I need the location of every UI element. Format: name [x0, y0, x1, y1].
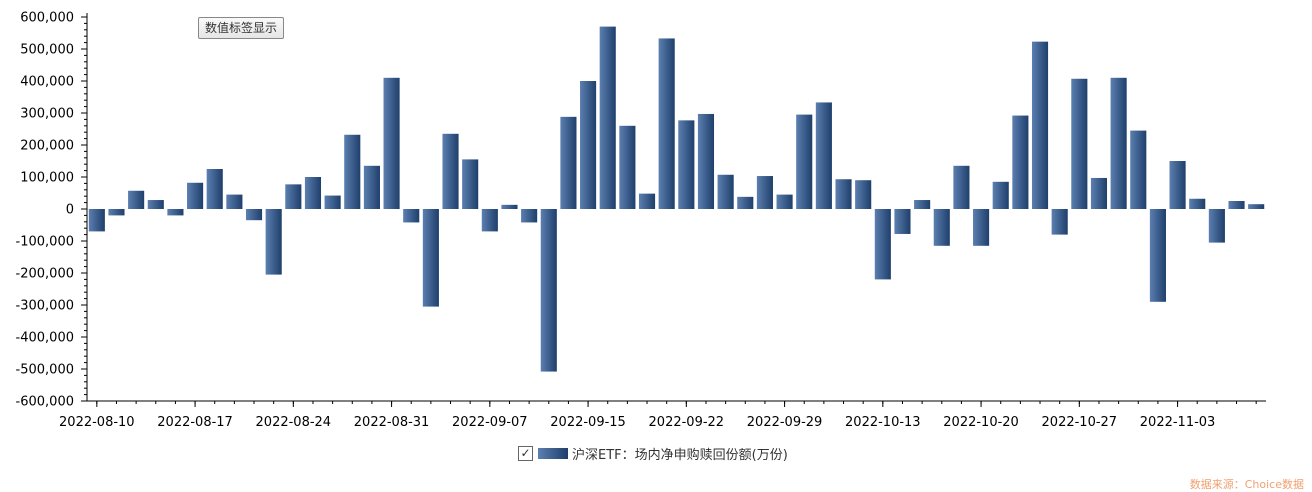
bar[interactable]	[187, 182, 204, 209]
y-tick-label: -100,000	[16, 235, 74, 250]
bar[interactable]	[796, 114, 813, 209]
bar[interactable]	[442, 133, 459, 209]
bar[interactable]	[167, 209, 184, 216]
x-tick-label: 2022-09-29	[747, 415, 823, 430]
y-tick-label: 100,000	[20, 171, 74, 186]
bar[interactable]	[638, 193, 656, 209]
bar[interactable]	[776, 194, 793, 209]
bar[interactable]	[678, 120, 695, 209]
bar[interactable]	[383, 77, 400, 209]
y-tick-label: 500,000	[20, 43, 74, 58]
bar[interactable]	[1189, 198, 1206, 209]
bar[interactable]	[324, 195, 341, 209]
bar[interactable]	[285, 184, 302, 209]
bar[interactable]	[1208, 209, 1225, 243]
bar[interactable]	[128, 190, 145, 209]
legend-series-label: 沪深ETF：场内净申购赎回份额(万份)	[572, 447, 788, 463]
bar[interactable]	[1090, 177, 1108, 209]
bar[interactable]	[815, 102, 832, 209]
x-tick-label: 2022-08-10	[59, 415, 135, 430]
bar[interactable]	[756, 176, 773, 209]
bar[interactable]	[973, 209, 990, 246]
bar[interactable]	[1248, 204, 1265, 209]
bar[interactable]	[914, 200, 931, 209]
y-tick-label: -600,000	[16, 395, 74, 410]
bar[interactable]	[1169, 161, 1186, 209]
bar[interactable]	[226, 194, 243, 209]
y-tick-label: 200,000	[20, 139, 74, 154]
x-tick-label: 2022-11-03	[1140, 415, 1216, 430]
bar[interactable]	[521, 209, 538, 223]
bar[interactable]	[88, 209, 105, 232]
bar[interactable]	[658, 38, 675, 209]
bar[interactable]	[933, 209, 950, 246]
legend[interactable]: ✓ 沪深ETF：场内净申购赎回份额(万份)	[518, 443, 788, 463]
bar[interactable]	[108, 209, 125, 216]
bar[interactable]	[1031, 41, 1049, 209]
bar[interactable]	[1110, 77, 1127, 209]
bar[interactable]	[1130, 130, 1147, 209]
x-tick-label: 2022-08-24	[256, 415, 332, 430]
y-tick-label: -200,000	[16, 267, 74, 282]
bar[interactable]	[992, 181, 1009, 209]
legend-swatch	[538, 447, 568, 459]
bar[interactable]	[894, 209, 911, 234]
y-tick-label: -500,000	[16, 363, 74, 378]
bar[interactable]	[462, 159, 479, 209]
bar[interactable]	[874, 209, 891, 280]
bar[interactable]	[835, 179, 852, 209]
x-tick-label: 2022-08-31	[354, 415, 430, 430]
y-tick-label: 400,000	[20, 75, 74, 90]
legend-checkbox-icon[interactable]: ✓	[518, 445, 533, 461]
bar[interactable]	[344, 134, 361, 209]
bar[interactable]	[147, 200, 164, 209]
bar[interactable]	[206, 169, 223, 209]
bar[interactable]	[1228, 201, 1245, 209]
bar[interactable]	[1149, 209, 1166, 302]
x-tick-label: 2022-10-27	[1042, 415, 1118, 430]
y-tick-label: 0	[66, 203, 74, 218]
bar[interactable]	[697, 113, 715, 209]
bar[interactable]	[245, 209, 263, 221]
bar[interactable]	[265, 209, 282, 275]
x-tick-label: 2022-09-07	[452, 415, 528, 430]
y-tick-label: 300,000	[20, 107, 74, 122]
bar[interactable]	[717, 174, 734, 209]
data-source-label: 数据来源：Choice数据	[1189, 478, 1304, 491]
bar[interactable]	[737, 196, 754, 209]
x-tick-label: 2022-08-17	[157, 415, 233, 430]
y-tick-label: -300,000	[16, 299, 74, 314]
x-tick-label: 2022-09-15	[550, 415, 626, 430]
bar[interactable]	[363, 165, 380, 209]
bar-series	[88, 26, 1265, 372]
x-tick-label: 2022-09-22	[649, 415, 725, 430]
x-axis: 2022-08-10 2022-08-17 2022-08-24 2022-08-31…	[59, 400, 1266, 430]
bar[interactable]	[953, 165, 970, 209]
bar[interactable]	[1071, 78, 1088, 209]
bar[interactable]	[599, 26, 616, 209]
y-axis: -600,000 -500,000 -400,000 -300,000 -200,000…	[16, 11, 88, 410]
bar[interactable]	[619, 125, 636, 209]
bar[interactable]	[403, 209, 420, 223]
bar[interactable]	[1012, 115, 1029, 209]
bar[interactable]	[1051, 209, 1068, 235]
bar[interactable]	[560, 116, 577, 209]
x-tick-label: 2022-10-13	[845, 415, 921, 430]
bar[interactable]	[501, 204, 518, 209]
bar[interactable]	[540, 209, 557, 372]
bar[interactable]	[304, 177, 322, 209]
y-tick-label: 600,000	[20, 11, 74, 26]
bar[interactable]	[580, 81, 597, 209]
y-tick-label: -400,000	[16, 331, 74, 346]
bar[interactable]	[422, 209, 439, 307]
x-tick-label: 2022-10-20	[943, 415, 1019, 430]
bar[interactable]	[855, 180, 872, 209]
data-label-toggle-button[interactable]: 数值标签显示	[198, 17, 285, 39]
bar[interactable]	[481, 209, 498, 232]
